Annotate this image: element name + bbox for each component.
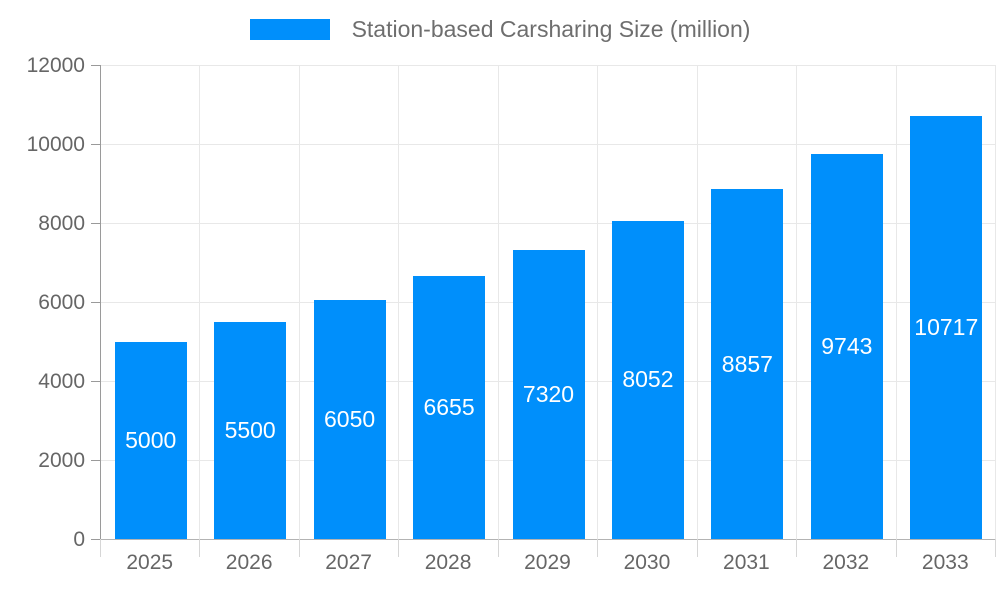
y-axis-tick-label: 6000 [38, 291, 85, 314]
y-axis-tick [91, 539, 101, 540]
x-axis-tick [995, 539, 996, 557]
y-axis-tick-label: 2000 [38, 449, 85, 472]
y-axis-tick [91, 144, 101, 145]
x-axis-tick-label: 2028 [424, 551, 472, 574]
x-axis-tick-label: 2025 [126, 551, 174, 574]
x-axis-tick-label: 2030 [623, 551, 671, 574]
x-axis-tick [398, 539, 400, 557]
y-axis-tick [91, 302, 101, 303]
gridline-vertical [895, 65, 897, 539]
bar-2031[interactable]: 8857 [711, 189, 784, 539]
gridline-horizontal [101, 65, 996, 66]
bar-2026[interactable]: 5500 [214, 321, 287, 539]
gridline-vertical [696, 65, 698, 539]
x-axis-tick-label: 2029 [524, 551, 571, 574]
x-axis-tick [895, 539, 897, 557]
x-axis-tick-label: 2032 [822, 551, 870, 574]
x-axis-tick-label: 2027 [325, 551, 372, 574]
y-axis-tick [91, 223, 101, 224]
gridline-vertical [199, 65, 201, 539]
bar-value-label: 5000 [125, 426, 177, 453]
gridline-horizontal [101, 144, 996, 145]
x-axis-tick-label: 2026 [225, 551, 273, 574]
y-axis-tick-label: 8000 [38, 212, 85, 235]
y-axis-tick [91, 381, 101, 382]
gridline-vertical [298, 65, 300, 539]
bar-2029[interactable]: 7320 [512, 249, 585, 539]
bar-2030[interactable]: 8052 [611, 220, 684, 539]
bar-value-label: 8857 [721, 350, 773, 377]
bar-value-label: 7320 [522, 380, 575, 407]
bar-value-label: 9743 [821, 333, 873, 360]
x-axis-tick-label: 2033 [921, 551, 969, 574]
y-axis-tick-label: 4000 [38, 370, 85, 393]
y-axis-tick-label: 10000 [26, 133, 85, 156]
gridline-vertical [398, 65, 400, 539]
bar-value-label: 6050 [324, 406, 376, 433]
legend-label: Station-based Carsharing Size (million) [351, 16, 751, 42]
gridline-horizontal [101, 223, 996, 224]
bar-value-label: 6655 [423, 394, 475, 421]
bar-2025[interactable]: 5000 [114, 341, 187, 539]
bar-value-label: 8052 [622, 366, 674, 393]
x-axis-tick [796, 539, 798, 557]
x-axis-tick [696, 539, 698, 557]
gridline-vertical [497, 65, 499, 539]
y-axis-tick-label: 0 [73, 528, 85, 551]
y-axis-tick [91, 65, 101, 66]
bar-value-label: 10717 [914, 313, 979, 340]
legend-swatch-icon [249, 19, 330, 40]
y-axis-tick [91, 460, 101, 461]
bar-value-label: 5500 [224, 416, 276, 443]
bar-2028[interactable]: 6655 [413, 276, 486, 539]
x-axis-tick-label: 2031 [723, 551, 770, 574]
gridline-vertical [597, 65, 599, 539]
plot-area: 5000 5500 6050 6655 7320 8052 8857 9743 10717 [91, 65, 996, 557]
x-axis-tick [298, 539, 300, 557]
gridline-vertical [796, 65, 798, 539]
y-axis-tick-label: 12000 [26, 54, 85, 77]
x-axis-tick [497, 539, 499, 557]
chart-legend[interactable]: Station-based Carsharing Size (million) [0, 18, 1000, 41]
x-axis-tick [597, 539, 599, 557]
bar-2027[interactable]: 6050 [313, 300, 386, 539]
x-axis-tick [199, 539, 201, 557]
gridline-vertical [995, 65, 996, 539]
bar-2032[interactable]: 9743 [810, 154, 883, 539]
x-axis-tick [100, 539, 101, 557]
bar-2033[interactable]: 10717 [910, 115, 983, 539]
